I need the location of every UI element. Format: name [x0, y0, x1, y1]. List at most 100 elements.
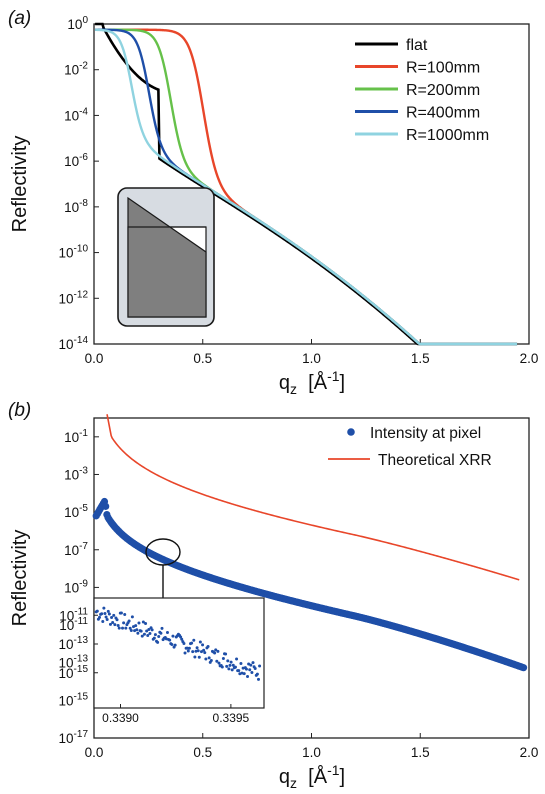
inset-point [231, 663, 235, 667]
inset-point [237, 669, 241, 673]
inset-point [103, 611, 107, 615]
inset-point [157, 635, 161, 639]
inset-point [228, 663, 232, 667]
inset-point [204, 657, 208, 661]
inset-point [233, 665, 237, 669]
inset-point [108, 622, 112, 626]
schematic-wedge [127, 196, 207, 318]
intensity-point [519, 664, 528, 672]
inset-point [144, 621, 148, 625]
inset-point [105, 618, 109, 622]
inset-point [134, 624, 138, 628]
inset-point [123, 613, 127, 616]
inset-point [115, 618, 119, 622]
inset-point [185, 646, 189, 650]
panel-b-x-tick-label: 1.0 [302, 745, 321, 760]
panel-a-y-axis-label: Reflectivity [9, 136, 31, 233]
inset-point [116, 624, 120, 627]
panel-b-y-tick-label: 10-17 [59, 729, 89, 746]
panel-a-y-tick-label: 10-12 [59, 289, 89, 306]
panel-b-x-tick-label: 0.0 [85, 745, 104, 760]
panel-b-y-tick-label: 10-15 [59, 691, 89, 708]
inset-point [198, 640, 202, 644]
inset-point [159, 631, 163, 635]
inset-point [150, 628, 154, 632]
panel-a-legend: flat R=100mm R=200mm R=400mm R=1000mm [355, 37, 489, 144]
inset-point [192, 638, 196, 642]
inset-point [183, 651, 187, 655]
legend-a-label-3: R=200mm [406, 82, 480, 99]
inset-point [146, 633, 150, 637]
legend-a-label-5: R=1000mm [406, 127, 489, 144]
inset-point [101, 619, 105, 623]
inset-point [203, 651, 207, 655]
inset-point [153, 633, 157, 637]
inset-point [160, 626, 164, 630]
theoretical-xrr-line [106, 414, 520, 581]
inset-point [179, 635, 183, 639]
panel-a-x-tick-label: 2.0 [520, 351, 539, 366]
inset-y-tick-label: 10-13 [59, 635, 89, 652]
panel-b-x-axis-label: qz [Å-1] [279, 762, 345, 791]
inset-point [227, 667, 231, 671]
inset-point [142, 632, 146, 636]
inset-y-tick-label: 10-15 [59, 664, 89, 681]
inset-point [202, 648, 206, 652]
inset-point [250, 670, 254, 674]
inset-point [95, 609, 99, 613]
inset-x-tick-label: 0.3395 [213, 711, 250, 725]
inset-point [246, 675, 250, 679]
panel-a-y-tick-label: 10-6 [64, 152, 88, 169]
inset-point [201, 643, 205, 647]
inset-point [100, 612, 104, 616]
legend-a-label-4: R=400mm [406, 105, 480, 122]
panel-a-x-tick-label: 1.5 [411, 351, 430, 366]
inset-point [253, 667, 257, 671]
panel-b-y-tick-label: 10-1 [64, 428, 88, 445]
inset-point [137, 621, 141, 625]
legend-a-label-1: flat [406, 37, 428, 54]
panel-a: (a) 100 10-2 10-4 10-6 10-8 10-10 10-12 10-14 0… [8, 8, 538, 397]
inset-point [106, 609, 110, 613]
inset-point [121, 626, 125, 630]
panel-a-y-tick-label: 10-14 [59, 335, 89, 352]
inset-point [186, 649, 190, 653]
inset-point [173, 643, 177, 647]
panel-b-label: (b) [8, 400, 31, 421]
inset-point [256, 677, 260, 681]
inset-point [128, 626, 132, 630]
inset-point [215, 659, 219, 663]
inset-point [124, 626, 128, 630]
inset-point [249, 663, 253, 667]
inset-point [230, 668, 234, 672]
zoom-inset-frame [93, 597, 265, 709]
inset-point [111, 620, 115, 624]
inset-point [220, 665, 224, 669]
panel-a-y-tick-label: 100 [67, 15, 88, 32]
inset-point [112, 613, 116, 617]
inset-point [98, 615, 101, 619]
intensity-point [102, 502, 110, 510]
legend-b-label-intensity: Intensity at pixel [370, 425, 481, 442]
inset-point [140, 634, 144, 638]
inset-point [207, 656, 211, 660]
panel-b-legend: Intensity at pixel Theoretical XRR [328, 425, 492, 469]
inset-point [193, 655, 197, 659]
inset-point [156, 640, 160, 644]
panel-b-y-tick-label: 10-11 [59, 616, 88, 633]
inset-point [214, 648, 218, 652]
panel-b-y-tick-label: 10-5 [64, 503, 88, 520]
inset-point [239, 661, 243, 665]
inset-point [122, 621, 126, 625]
panel-a-x-tick-label: 0.5 [193, 351, 212, 366]
inset-point [187, 646, 191, 650]
inset-point [195, 646, 199, 650]
inset-y-tick-label: 10-11 [59, 606, 88, 623]
legend-a-label-2: R=100mm [406, 60, 480, 77]
panel-b-x-tick-label: 0.5 [193, 745, 212, 760]
inset-point [199, 650, 203, 654]
inset-point [190, 641, 194, 645]
inset-point [197, 655, 201, 659]
inset-point [117, 626, 121, 630]
inset-point [149, 626, 153, 630]
